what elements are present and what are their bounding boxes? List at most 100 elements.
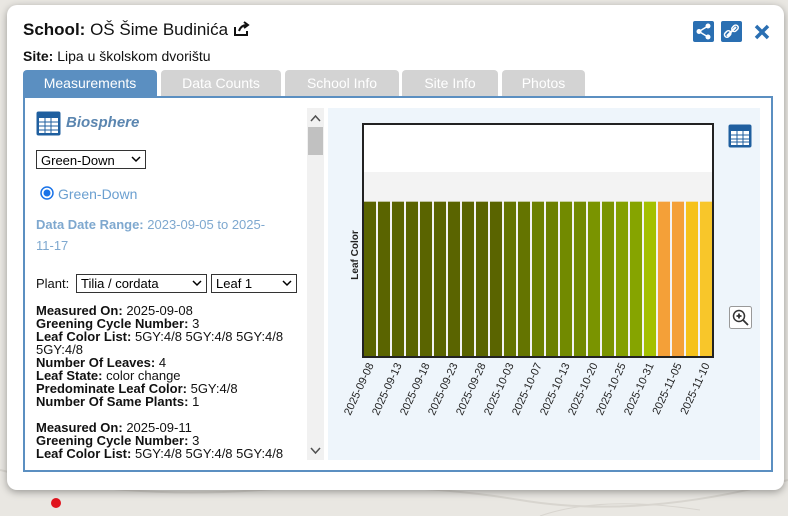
y-axis-title: Leaf Color bbox=[350, 230, 361, 280]
radio-label: Green-Down bbox=[58, 186, 138, 202]
field-label: Leaf Color List: bbox=[36, 446, 132, 460]
measurement-field: Greening Cycle Number: 3 bbox=[36, 317, 304, 330]
plant-select[interactable]: Tilia / cordata bbox=[76, 274, 207, 293]
link-button[interactable] bbox=[721, 21, 742, 42]
bar bbox=[392, 201, 404, 357]
chart: Leaf Color 2025-09-082025-09-132025-09-1… bbox=[328, 108, 760, 460]
field-value: 5GY:4/8 bbox=[190, 381, 238, 396]
bar bbox=[448, 201, 460, 357]
field-value: 5GY:4/8 5GY:4/8 5GY:4/8 bbox=[134, 446, 284, 460]
field-value: 3 bbox=[192, 433, 200, 448]
field-label: Greening Cycle Number: bbox=[36, 316, 189, 331]
date-range: Data Date Range: 2023-09-05 to 2025-11-1… bbox=[36, 214, 276, 256]
zoom-button[interactable] bbox=[729, 306, 752, 329]
bar bbox=[588, 201, 600, 357]
measurement-field: Measured On: 2025-09-08 bbox=[36, 304, 304, 317]
field-label: Leaf Color List: bbox=[36, 329, 132, 344]
bar bbox=[462, 201, 474, 357]
site-name: Lipa u školskom dvorištu bbox=[57, 48, 211, 64]
bar bbox=[700, 201, 712, 357]
bar bbox=[532, 201, 544, 357]
bar bbox=[560, 201, 572, 357]
bar bbox=[672, 201, 684, 357]
content-panel bbox=[23, 96, 773, 472]
protocol-select-value: Green-Down bbox=[41, 153, 115, 168]
share-button[interactable] bbox=[693, 21, 714, 42]
close-button[interactable] bbox=[754, 24, 770, 40]
bar bbox=[518, 201, 530, 357]
protocol-title: Biosphere bbox=[66, 114, 140, 131]
bar bbox=[476, 201, 488, 357]
school-name: OŠ Šime Budinića bbox=[90, 20, 229, 39]
bar bbox=[406, 201, 418, 357]
chevron bbox=[282, 280, 292, 287]
bar bbox=[644, 201, 656, 357]
measurement-field: Leaf Color List: 5GY:4/8 5GY:4/8 5GY:4/8 bbox=[36, 447, 304, 460]
table-icon[interactable] bbox=[36, 111, 61, 136]
bar bbox=[658, 201, 670, 357]
measurement-record: Measured On: 2025-09-08 Greening Cycle Nu… bbox=[36, 304, 304, 408]
bar bbox=[630, 201, 642, 357]
field-value: 3 bbox=[192, 316, 200, 331]
protocol-select[interactable]: Green-Down bbox=[36, 150, 146, 169]
field-value: 2025-09-11 bbox=[126, 420, 192, 435]
bar bbox=[434, 201, 446, 357]
date-range-label: Data Date Range: bbox=[36, 217, 144, 232]
measurement-field: Leaf State: color change bbox=[36, 369, 304, 382]
measurement-list: Measured On: 2025-09-08 Greening Cycle Nu… bbox=[36, 304, 304, 460]
map-marker[interactable] bbox=[51, 498, 61, 508]
school-label: School: bbox=[23, 20, 86, 39]
site-label: Site: bbox=[23, 48, 54, 64]
field-label: Number Of Same Plants: bbox=[36, 394, 189, 409]
bar bbox=[574, 201, 586, 357]
school-heading: School: OŠ Šime Budinića bbox=[23, 20, 251, 40]
measurement-field: Number Of Same Plants: 1 bbox=[36, 395, 304, 408]
bar bbox=[364, 201, 376, 357]
field-value: 4 bbox=[158, 355, 167, 370]
plant-select-value: Tilia / cordata bbox=[81, 276, 159, 291]
measurement-field: Measured On: 2025-09-11 bbox=[36, 421, 304, 434]
field-value: color change bbox=[106, 368, 181, 383]
field-value: 5GY:4/8 5GY:4/8 5GY:4/8 5GY:4/8 bbox=[36, 329, 284, 357]
scrollbar[interactable] bbox=[307, 108, 324, 460]
open-school-icon[interactable] bbox=[233, 21, 251, 37]
measurement-field: Leaf Color List: 5GY:4/8 5GY:4/8 5GY:4/8… bbox=[36, 330, 304, 356]
bar bbox=[546, 201, 558, 357]
chevron bbox=[192, 280, 202, 287]
bar bbox=[686, 201, 698, 357]
field-label: Measured On: bbox=[36, 420, 123, 435]
field-label: Leaf State: bbox=[36, 368, 103, 383]
tab[interactable]: Photos bbox=[502, 70, 585, 96]
bar bbox=[602, 201, 614, 357]
chevron bbox=[131, 156, 141, 163]
leaf-select-value: Leaf 1 bbox=[216, 276, 253, 291]
toolbar bbox=[693, 21, 770, 42]
plot-frame bbox=[362, 123, 714, 358]
tab[interactable]: School Info bbox=[285, 70, 399, 96]
field-value: 2025-09-08 bbox=[126, 304, 193, 318]
field-label: Measured On: bbox=[36, 304, 123, 318]
measurement-field: Number Of Leaves: 4 bbox=[36, 356, 304, 369]
tab[interactable]: Measurements bbox=[23, 70, 157, 96]
measurement-field: Greening Cycle Number: 3 bbox=[36, 434, 304, 447]
field-label: Greening Cycle Number: bbox=[36, 433, 189, 448]
bar bbox=[378, 201, 390, 357]
tab[interactable]: Site Info bbox=[402, 70, 498, 96]
measurement-field: Predominate Leaf Color: 5GY:4/8 bbox=[36, 382, 304, 395]
radio[interactable] bbox=[40, 186, 54, 200]
chart-table-button[interactable] bbox=[728, 124, 752, 148]
field-value: 1 bbox=[192, 394, 200, 409]
field-label: Predominate Leaf Color: bbox=[36, 381, 187, 396]
bar bbox=[504, 201, 516, 357]
site-heading: Site: Lipa u školskom dvorištu bbox=[23, 48, 211, 64]
bar bbox=[420, 201, 432, 357]
field-label: Number Of Leaves: bbox=[36, 355, 156, 370]
bar bbox=[490, 201, 502, 357]
bar bbox=[616, 201, 628, 357]
measurement-record: Measured On: 2025-09-11 Greening Cycle Nu… bbox=[36, 421, 304, 460]
date-range-value: 2023-09-05 to 2025-11-17 bbox=[36, 217, 266, 253]
leaf-select[interactable]: Leaf 1 bbox=[211, 274, 297, 293]
tab[interactable]: Data Counts bbox=[161, 70, 281, 96]
plant-label: Plant: bbox=[36, 276, 70, 291]
